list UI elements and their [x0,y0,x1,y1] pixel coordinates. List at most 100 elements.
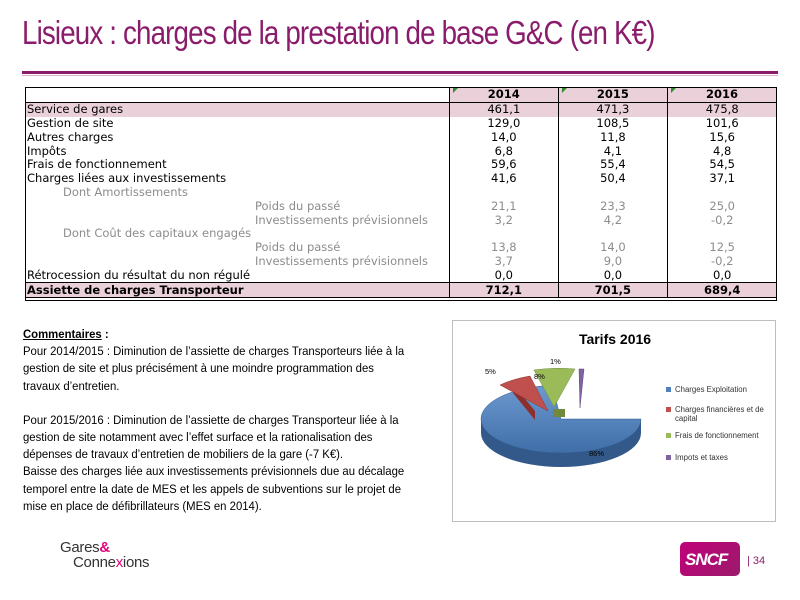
table-row: Dont Amortissements [25,186,777,200]
row-label: Investissements prévisionnels [255,253,428,268]
row-value: 9,0 [557,255,668,269]
sncf-logo-text: SNCF [685,550,728,569]
row-value: 101,6 [666,117,777,131]
row-value: 475,8 [666,101,777,117]
year-header: 2015 [557,87,668,103]
logo-word-ions: ions [122,554,150,571]
pie-slice-charges-exploitation [480,384,642,454]
title-rule [22,71,778,74]
table-row: Gestion de site 129,0 108,5 101,6 [25,117,777,131]
table-row: Impôts 6,8 4,1 4,8 [25,144,777,158]
pie-chart-svg [480,368,642,467]
row-label: Autres charges [27,129,114,144]
row-value: 55,4 [557,158,668,172]
row-value: 3,2 [448,213,559,227]
legend-item: Charges financières et de capital [666,405,776,424]
row-value [557,226,668,241]
comment-paragraph-2: Pour 2015/2016 : Diminution de l’assiett… [23,412,399,462]
row-value: 6,8 [448,144,559,158]
row-value: 12,5 [666,241,777,255]
row-label: Impôts [27,143,67,158]
year-header: 2016 [666,87,778,103]
row-label: Gestion de site [27,115,114,130]
table-total-row: Assiette de charges Transporteur 712,1 701… [25,282,777,298]
row-value: 59,6 [448,158,559,172]
chart-legend: Charges Exploitation Charges financières… [666,385,776,470]
data-label-5: 5% [485,367,496,376]
row-value: 15,6 [666,130,777,145]
cell-comment-marker [453,88,458,93]
year-header: 2014 [448,87,559,103]
comments-heading-colon: : [101,327,109,341]
logo-letter-x: x [115,554,124,571]
row-label: Charges liées aux investissements [27,171,227,186]
legend-item: Impots et taxes [666,453,776,463]
logo-word-gares: Gares [60,539,100,556]
row-value: 0,0 [448,268,559,283]
row-value: 41,6 [448,172,559,186]
total-value: 689,4 [666,282,777,298]
data-label-8: 8% [534,372,545,381]
row-value [448,185,559,200]
legend-label: Charges Exploitation [675,385,747,394]
pie-slice-frais-fonctionnement [533,368,576,408]
pie-slice-charges-financieres [499,375,549,412]
row-value [666,185,777,200]
row-value: 0,0 [666,268,777,283]
header-blank-cell [25,87,450,103]
total-label: Assiette de charges Transporteur [25,282,450,298]
legend-item: Charges Exploitation [666,385,776,395]
comment-paragraph-3: Baisse des charges liée aux investisseme… [23,464,405,513]
row-value: 4,8 [666,144,777,158]
legend-item: Frais de fonctionnement [666,431,776,441]
row-value: 4,2 [557,213,668,227]
cell-comment-marker [671,88,676,93]
table-row: Poids du passé 13,8 14,0 12,5 [25,241,777,255]
row-value: 4,1 [557,144,668,158]
row-label: Poids du passé [255,240,341,255]
table-row: Dont Coût des capitaux engagés [25,227,777,241]
table-row: Frais de fonctionnement 59,6 55,4 54,5 [25,158,777,172]
page-number: | 34 [747,555,766,567]
cell-comment-marker [562,88,567,93]
logo-ampersand: & [99,539,110,556]
row-label: Dont Amortissements [63,184,189,199]
table-row: Rétrocession du résultat du non régulé 0,… [25,267,777,283]
row-value [557,185,668,200]
row-value: 50,4 [557,172,668,186]
gares-connexions-logo: Gares& Connexions [60,539,150,571]
row-value: 461,1 [448,101,559,117]
page-title: Lisieux : charges de la prestation de ba… [22,14,655,51]
row-value: 471,3 [557,101,668,117]
pie-slice-impots-taxes [578,368,585,409]
row-value: 14,0 [557,241,668,255]
row-label: Rétrocession du résultat du non régulé [27,267,251,282]
row-value: 23,3 [557,199,668,214]
row-label: Poids du passé [255,198,341,213]
comment-paragraph-1: Pour 2014/2015 : Diminution de l’assiett… [23,344,405,393]
pie-chart: Tarifs 2016 86% 5% 8% 1% Charges Exploit… [452,320,776,522]
comments-heading: Commentaires [23,327,102,341]
row-label: Dont Coût des capitaux engagés [63,226,252,241]
table-row: Charges liées aux investissements 41,6 50,… [25,172,777,186]
row-value [448,226,559,241]
row-value: -0,2 [666,255,777,269]
legend-label: Frais de fonctionnement [675,430,759,440]
row-value: 108,5 [557,117,668,131]
legend-label: Impots et taxes [675,453,728,462]
data-label-86: 86% [589,449,605,458]
total-value: 701,5 [557,282,668,298]
data-label-1: 1% [550,357,561,366]
title-rule-thin [22,75,778,76]
table-header-row: 2014 2015 2016 [25,87,778,103]
row-value: 21,1 [448,199,559,214]
total-value: 712,1 [448,282,559,298]
row-value: 3,7 [448,255,559,269]
row-value [666,226,777,241]
row-value: 14,0 [448,130,559,145]
row-value: 11,8 [557,130,668,145]
chart-title: Tarifs 2016 [578,331,652,347]
comments-block: Commentaires : Pour 2014/2015 : Diminuti… [23,326,404,515]
table-row: Service de gares 461,1 471,3 475,8 [25,101,777,117]
table-row: Investissements prévisionnels 3,7 9,0 -0,2 [25,255,777,269]
